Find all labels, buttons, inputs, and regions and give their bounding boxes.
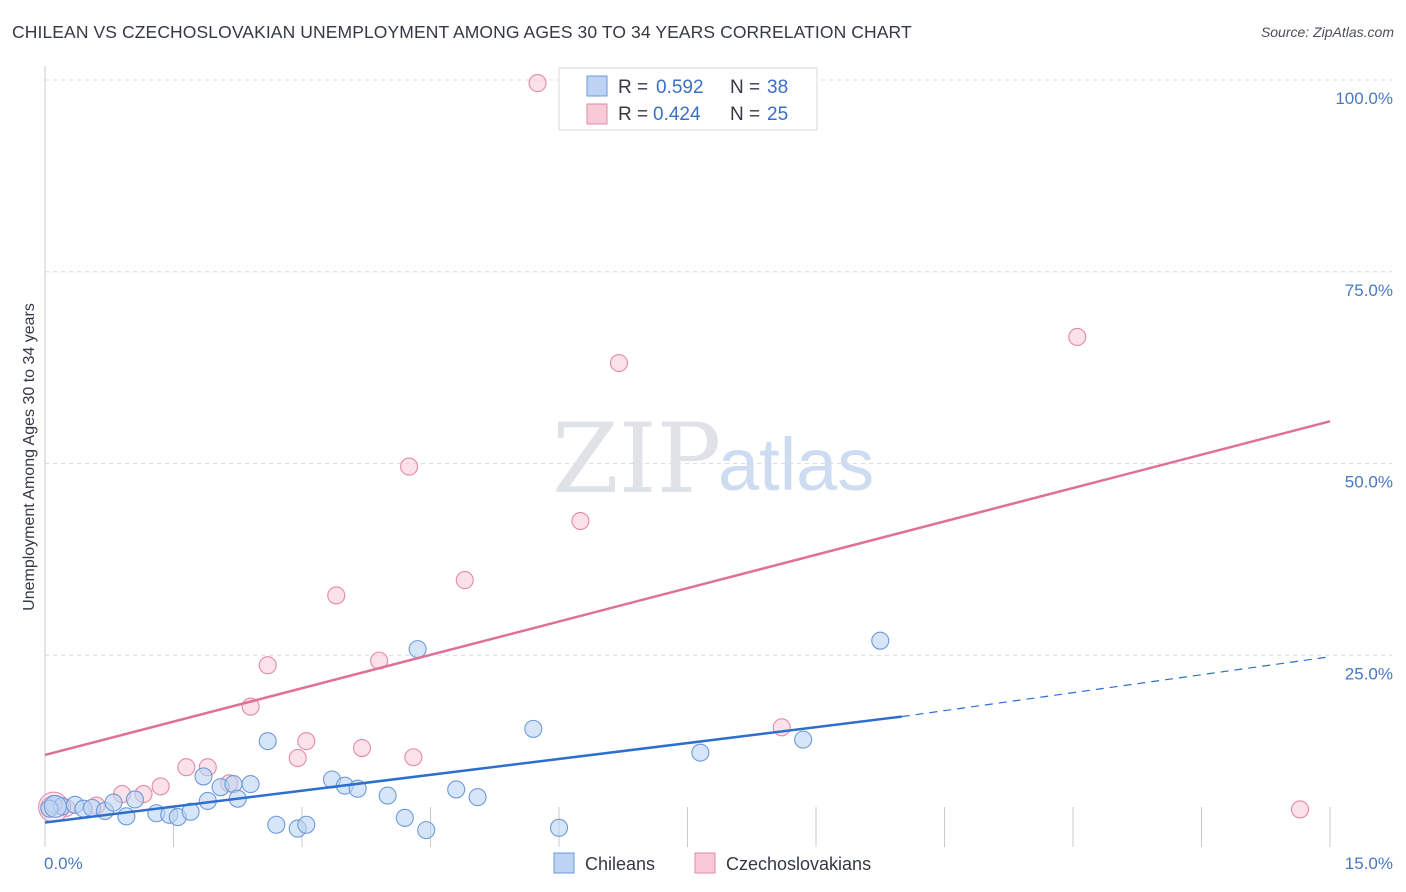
czechoslovakian-point-10 <box>258 656 277 675</box>
czechoslovakian-point-19 <box>528 74 547 93</box>
chilean-trend-extension <box>901 656 1331 718</box>
chilean-point-22 <box>297 815 316 834</box>
chilean-point-7 <box>117 807 136 826</box>
y-axis-label: Unemployment Among Ages 30 to 34 years <box>21 303 38 611</box>
watermark-atlas: atlas <box>718 423 874 506</box>
chilean-cluster-point <box>43 794 67 818</box>
bottom-legend-chileans: Chileans <box>585 854 655 874</box>
correlation-legend: R = 0.592 N = 38 R = 0.424 N = 25 <box>558 67 818 131</box>
chilean-point-20 <box>267 815 286 834</box>
legend-n-label-1: N = <box>730 77 760 98</box>
legend-n-label-2: N = <box>730 104 760 125</box>
czechoslovakian-point-11 <box>288 748 307 768</box>
chilean-point-36 <box>871 631 890 650</box>
czechoslovakian-point-21 <box>609 353 629 373</box>
czechoslovakian-point-23 <box>1068 327 1087 346</box>
x-tick-max: 15.0% <box>1345 854 1393 873</box>
series-legend: Chileans Czechoslovakians <box>553 852 871 874</box>
czechoslovakian-point-20 <box>571 511 590 531</box>
legend-swatch-chileans <box>586 75 608 97</box>
czechoslovakian-point-14 <box>352 739 372 758</box>
czechoslovakian-point-24 <box>1290 800 1310 819</box>
bottom-legend-swatch-czechoslovakians <box>694 852 716 874</box>
grid-lines <box>45 79 1392 656</box>
chilean-point-8 <box>125 790 144 809</box>
y-tick-labels: 25.0% 50.0% 75.0% 100.0% <box>1335 89 1393 683</box>
legend-n-value-czechoslovakians: 25 <box>767 104 788 125</box>
chilean-point-28 <box>408 640 427 659</box>
legend-swatch-czechoslovakians <box>586 103 608 125</box>
czechoslovakian-point-6 <box>177 758 196 777</box>
chilean-point-34 <box>691 743 710 762</box>
legend-n-value-chileans: 38 <box>767 77 788 98</box>
bottom-legend-swatch-chileans <box>553 852 575 874</box>
czechoslovakian-point-17 <box>400 457 419 476</box>
legend-r-value-czechoslovakians: 0.424 <box>653 104 701 125</box>
y-tick-label-100: 100.0% <box>1335 89 1393 108</box>
chilean-point-27 <box>395 808 414 827</box>
legend-r-value-chileans: 0.592 <box>656 77 704 98</box>
chilean-point-30 <box>447 780 466 799</box>
chilean-point-31 <box>468 788 487 807</box>
y-tick-label-25: 25.0% <box>1345 664 1393 683</box>
czechoslovakian-point-16 <box>404 748 423 767</box>
chilean-point-13 <box>194 767 213 786</box>
bottom-legend-czechoslovakians: Czechoslovakians <box>726 854 871 874</box>
czechoslovakian-point-18 <box>455 571 474 590</box>
y-tick-label-50: 50.0% <box>1345 473 1393 492</box>
chilean-point-35 <box>794 730 813 749</box>
chilean-point-26 <box>378 786 397 805</box>
chilean-point-32 <box>524 719 543 738</box>
chilean-trend-line <box>44 715 902 824</box>
legend-r-label-1: R = <box>618 77 648 98</box>
x-tick-min: 0.0% <box>44 854 83 873</box>
watermark: ZIP atlas <box>552 403 874 515</box>
chilean-point-18 <box>241 775 260 794</box>
chilean-point-19 <box>258 732 277 751</box>
source-credit: Source: ZipAtlas.com <box>1260 24 1394 40</box>
czechoslovakian-trend-line <box>44 420 1331 757</box>
trend-lines <box>44 420 1331 824</box>
czechoslovakian-point-5 <box>151 777 170 796</box>
watermark-zip: ZIP <box>552 403 721 515</box>
chilean-point-29 <box>417 821 436 840</box>
chilean-point-33 <box>549 818 569 837</box>
chart-title: CHILEAN VS CZECHOSLOVAKIAN UNEMPLOYMENT … <box>12 22 912 42</box>
czechoslovakian-point-13 <box>327 586 346 605</box>
chilean-point-6 <box>104 793 123 812</box>
czechoslovakian-point-12 <box>297 732 316 751</box>
y-tick-label-75: 75.0% <box>1345 281 1393 300</box>
legend-r-label-2: R = <box>618 104 648 125</box>
